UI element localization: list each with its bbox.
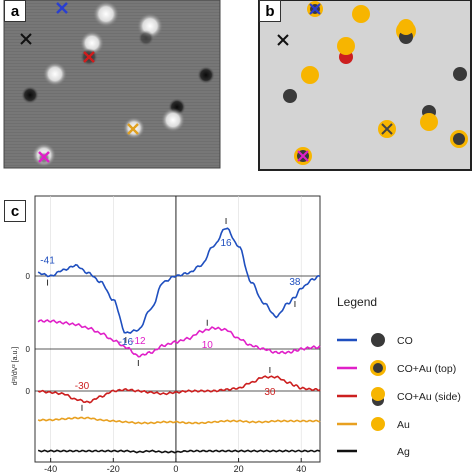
panel-b-schematic [258,0,472,171]
series-line-co-au-side [37,375,321,404]
legend-entry-label: Ag [397,446,410,458]
x-axis-ticks: -40 -20 0 20 40 [44,458,306,474]
y-tick-label: 0 [26,387,31,396]
y-axis-label: d²I/dV² [a.u.] [12,347,19,386]
x-tick-label: 40 [296,464,306,474]
panel-label-c: c [4,200,26,222]
y-axis-ticks: 0 0 0 [26,272,31,396]
dark-dot-icon [453,133,465,145]
peak-label: -30 [75,381,90,392]
legend-title: Legend [337,295,377,309]
gold-dot-icon [420,113,438,131]
peak-label: 30 [264,387,276,398]
peak-label: -16 [119,337,134,348]
panel-label-a: a [4,0,26,22]
cross-icon [381,123,393,135]
gold-dot-icon [352,5,370,23]
y-tick-label: 0 [26,345,31,354]
dark-dot-icon [283,89,297,103]
gold-dot-icon [301,66,319,84]
x-tick-label: 20 [234,464,244,474]
dark-dot-icon [373,363,383,373]
peak-annotations: -41 -16 16 38 -12 10 -30 30 [40,218,301,411]
adatom-bright [161,108,185,132]
panel-letter-text: b [265,2,275,20]
blue-cross-icon [56,2,68,14]
peak-label: -12 [131,336,146,347]
panel-letter-text: c [10,202,20,220]
adatom-bright [93,1,119,27]
x-tick-label: -40 [44,464,57,474]
magenta-cross-icon [297,150,309,162]
black-cross-icon [20,33,32,45]
peak-label: 38 [289,277,301,288]
adatom-dark [138,30,154,46]
legend-entry-label: CO+Au (top) [397,363,456,375]
panel-c-spectra: -41 -16 16 38 -12 10 -30 30 -40 -20 0 20 40 0 0 0 d²I… [12,195,321,474]
legend-entry-label: CO [397,335,413,347]
peak-label: -41 [40,256,55,267]
panel-a-stm-image [3,0,221,169]
legend-entry-label: Au [397,419,410,431]
gold-dot-icon [371,387,385,401]
red-cross-icon [83,51,95,63]
gold-dot-icon [371,417,385,431]
y-tick-label: 0 [26,272,31,281]
adatom-bright [43,62,67,86]
gold-dot-icon [398,19,414,35]
series-line-co-au-top [37,319,321,358]
legend: Legend CO CO+Au (top) CO+Au (side) Au Ag [337,295,461,458]
x-tick-label: -20 [107,464,120,474]
series-lines [37,227,321,454]
blue-cross-icon [309,3,321,15]
peak-label: 10 [202,340,214,351]
orange-cross-icon [127,123,139,135]
series-line-au [37,416,321,425]
magenta-cross-icon [38,151,50,163]
series-line-co [37,227,321,334]
series-line-ag [37,449,320,454]
panel-letter-text: a [10,2,20,20]
dark-dot-icon [453,67,467,81]
plot-gridlines [50,196,302,462]
legend-entry-label: CO+Au (side) [397,391,461,403]
gold-dot-icon [337,37,355,55]
x-tick-label: 0 [173,464,178,474]
dark-dot-icon [371,333,385,347]
panel-label-b: b [259,0,281,22]
cross-icon [277,34,289,46]
adatom-dark [21,86,39,104]
peak-label: 16 [220,238,232,249]
adatom-dark [197,66,215,84]
